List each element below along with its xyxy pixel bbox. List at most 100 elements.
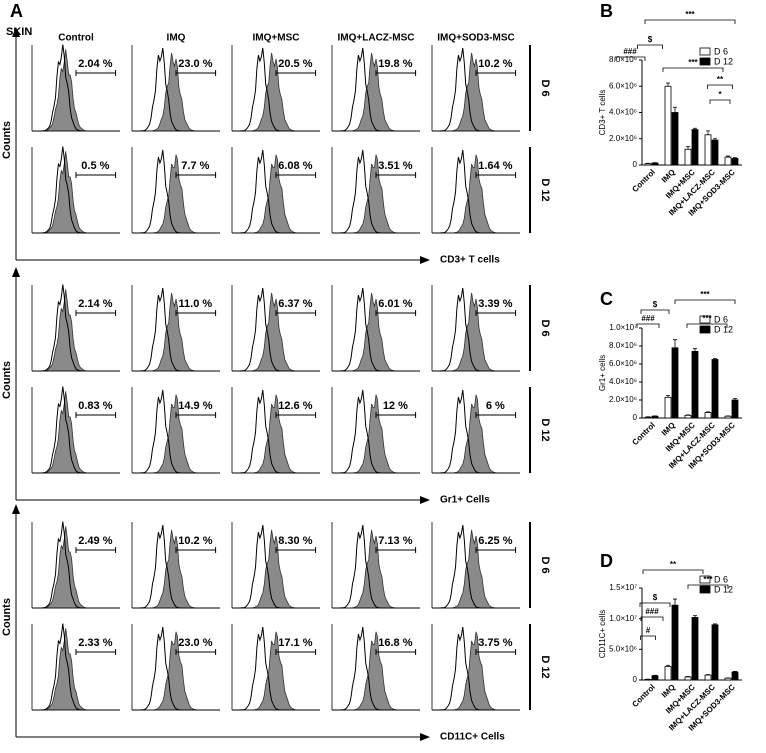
bar: [684, 676, 692, 681]
y-tick-label: 2.0×10⁶: [609, 134, 637, 143]
y-tick-label: 8.0×10⁶: [609, 55, 637, 64]
gate-percent: 6.08 %: [278, 160, 312, 172]
significance: ###: [623, 47, 637, 56]
bracket: [639, 602, 671, 607]
bar: [651, 415, 659, 419]
error-bar: [666, 82, 670, 87]
arrow-head: [12, 504, 20, 514]
bracket: [636, 323, 660, 328]
bar: [664, 396, 672, 419]
bar: [671, 347, 679, 419]
gate-percent: 11.0 %: [179, 298, 213, 310]
bar: [704, 674, 712, 681]
bar: [644, 416, 652, 419]
arrow-head: [420, 496, 430, 504]
y-tick-label: 0: [633, 160, 638, 169]
arrow-head: [12, 27, 20, 37]
gate-percent: 0.83 %: [78, 400, 112, 412]
gate-percent: 2.33 %: [78, 637, 112, 649]
panel-letter: C: [600, 289, 613, 309]
gate-percent: 2.49 %: [78, 535, 112, 547]
gate-percent: 10.2 %: [478, 58, 512, 70]
bar: [731, 671, 739, 681]
row-label: D 12: [539, 178, 551, 201]
y-tick-label: 4.0×10⁶: [609, 108, 637, 117]
error-bar: [693, 127, 697, 130]
error-bar: [673, 106, 677, 113]
column-header: IMQ: [167, 33, 186, 44]
bar: [684, 148, 692, 166]
y-axis-label: Counts: [1, 121, 13, 159]
row-label: D 6: [539, 556, 551, 573]
bar: [724, 415, 732, 419]
bar: [711, 139, 719, 166]
gate-percent: 7.13 %: [378, 535, 412, 547]
gate-percent: 20.5 %: [278, 58, 312, 70]
bar: [644, 163, 652, 166]
bar: [731, 158, 739, 166]
column-header: Control: [58, 33, 94, 44]
significance: $: [653, 593, 658, 602]
y-tick-label: 6.0×10⁶: [609, 359, 637, 368]
arrow-head: [420, 733, 430, 741]
legend-swatch: [699, 57, 711, 66]
error-bar: [666, 664, 670, 667]
gate-percent: 1.64 %: [478, 160, 512, 172]
legend-label: D 6: [714, 46, 728, 56]
gate-percent: 19.8 %: [378, 58, 412, 70]
panel-letter: B: [600, 1, 613, 21]
legend-label: D 6: [714, 314, 728, 324]
bracket: [709, 99, 731, 104]
significance: ***: [702, 314, 712, 323]
legend-swatch: [699, 575, 711, 584]
y-tick-label: 1.0×10⁷: [609, 323, 637, 332]
column-header: IMQ+SOD3-MSC: [437, 33, 515, 44]
gate-percent: 16.8 %: [378, 637, 412, 649]
y-tick-label: 0: [633, 413, 638, 422]
bar: [651, 675, 659, 681]
gate-percent: 6.37 %: [278, 298, 312, 310]
y-axis-label: CD11C+ cells: [598, 610, 607, 659]
bar: [684, 414, 692, 419]
bracket: [640, 635, 656, 640]
significance: *: [718, 90, 722, 99]
error-bar: [673, 598, 677, 606]
significance: $: [648, 35, 653, 44]
legend-swatch: [699, 585, 711, 594]
bar: [711, 359, 719, 419]
gate-percent: 23.0 %: [178, 58, 212, 70]
gate-percent: 23.0 %: [178, 637, 212, 649]
bracket: [640, 309, 670, 314]
y-tick-label: 4.0×10⁶: [609, 377, 637, 386]
row-label: D 12: [539, 418, 551, 441]
error-bar: [706, 411, 710, 413]
bar: [711, 624, 719, 681]
bar: [691, 350, 699, 419]
legend-label: D 12: [714, 324, 733, 334]
error-bar: [706, 130, 710, 135]
legend-label: D 12: [714, 56, 733, 66]
bar: [664, 666, 672, 681]
y-tick-label: 2.0×10⁶: [609, 395, 637, 404]
significance: ***: [685, 10, 695, 19]
gate-percent: 12.6 %: [278, 400, 312, 412]
y-tick-label: 5.0×10⁶: [609, 644, 637, 653]
y-axis-label: Gr1+ cells: [598, 355, 607, 391]
error-bar: [733, 157, 737, 159]
error-bar: [693, 348, 697, 352]
panel-letter: A: [10, 1, 23, 21]
x-axis-label: CD11C+ Cells: [440, 732, 505, 743]
legend-label: D 6: [714, 574, 728, 584]
legend-swatch: [699, 325, 711, 334]
bar: [704, 134, 712, 166]
y-tick-label: 8.0×10⁶: [609, 341, 637, 350]
significance: **: [670, 560, 677, 569]
bar: [651, 162, 659, 166]
legend-label: D 12: [714, 584, 733, 594]
y-tick-label: 0: [633, 675, 638, 684]
bracket: [614, 56, 646, 61]
y-tick-label: 6.0×10⁶: [609, 81, 637, 90]
bar: [704, 412, 712, 419]
panel-letter: D: [600, 551, 613, 571]
